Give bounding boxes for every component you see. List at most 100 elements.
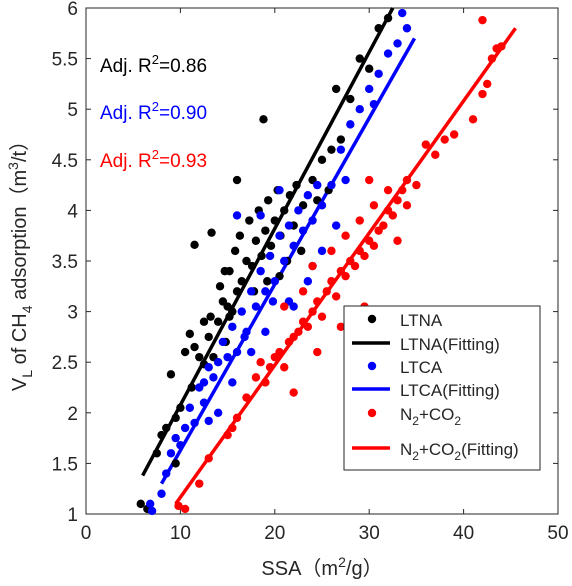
y-axis-label-sub: 4 [19, 305, 35, 313]
data-point-series-2 [242, 393, 251, 402]
r-squared-prefix: Adj. R [100, 56, 152, 77]
data-point-series-0 [251, 236, 261, 245]
r-squared-sup: 2 [152, 147, 159, 162]
y-tick-label: 5.5 [52, 50, 78, 71]
data-point-series-2 [468, 115, 478, 124]
data-point-series-2 [336, 322, 346, 331]
legend-text: (Fitting) [461, 440, 519, 459]
data-point-series-1 [331, 221, 341, 230]
data-point-series-2 [303, 322, 313, 331]
legend-text: LTNA [400, 311, 443, 330]
x-tick-label: 20 [264, 523, 285, 544]
data-point-series-2 [393, 196, 402, 205]
data-point-series-0 [215, 282, 225, 291]
data-point-series-1 [166, 449, 176, 458]
r-squared-value: =0.86 [159, 56, 207, 77]
data-point-series-2 [383, 185, 393, 195]
legend-text: +CO [419, 440, 454, 459]
data-point-series-2 [256, 358, 265, 367]
data-point-series-0 [247, 261, 257, 271]
data-point-series-1 [284, 221, 294, 230]
data-point-series-1 [294, 206, 303, 215]
x-axis-label-end: /g） [346, 557, 383, 580]
data-point-series-1 [256, 266, 265, 276]
data-point-series-0 [297, 246, 306, 256]
legend-fit-label: N2+CO2(Fitting) [400, 440, 519, 463]
data-point-series-1 [171, 433, 180, 443]
data-point-series-0 [336, 135, 346, 144]
data-point-series-2 [327, 246, 336, 256]
data-point-series-2 [308, 307, 317, 316]
data-point-series-0 [292, 180, 301, 190]
data-point-series-1 [313, 180, 322, 190]
data-point-series-1 [298, 226, 308, 235]
data-point-series-2 [355, 216, 364, 225]
data-point-series-0 [327, 145, 336, 154]
data-point-series-0 [245, 216, 254, 225]
data-point-series-2 [261, 378, 270, 387]
data-point-series-2 [265, 363, 275, 372]
legend-label: N2+CO2 [400, 405, 461, 428]
r-squared-value: =0.90 [159, 103, 207, 124]
data-point-series-2 [313, 297, 322, 306]
data-point-series-1 [232, 211, 242, 220]
y-tick-label: 5 [67, 100, 78, 121]
data-point-series-0 [190, 240, 199, 250]
data-point-series-1 [270, 277, 279, 286]
data-point-series-1 [374, 69, 383, 78]
data-point-series-1 [308, 216, 317, 225]
data-point-series-0 [166, 370, 176, 379]
data-point-series-0 [220, 266, 229, 276]
data-point-series-1 [256, 211, 265, 220]
data-point-series-0 [136, 499, 145, 509]
legend-label: LTNA [400, 311, 443, 330]
data-point-series-2 [497, 42, 506, 51]
data-point-series-2 [402, 201, 412, 210]
data-point-series-0 [374, 24, 383, 33]
data-point-series-1 [346, 120, 355, 129]
data-point-series-0 [346, 94, 355, 104]
data-point-series-1 [209, 373, 218, 382]
data-point-series-2 [280, 363, 289, 372]
data-point-series-0 [204, 332, 213, 342]
data-point-series-2 [478, 89, 487, 99]
data-point-series-0 [152, 449, 161, 458]
data-point-series-0 [162, 423, 171, 433]
data-point-series-0 [331, 84, 341, 94]
data-point-series-1 [289, 241, 298, 251]
data-point-series-0 [317, 155, 327, 164]
data-point-series-2 [289, 388, 298, 397]
legend-fit-label: LTCA(Fitting) [400, 381, 500, 400]
r-squared-value: =0.93 [159, 151, 207, 172]
data-point-series-2 [421, 140, 431, 149]
data-point-series-1 [336, 145, 346, 154]
data-point-series-1 [223, 352, 232, 362]
data-point-series-0 [225, 312, 234, 321]
legend-fit-label: LTNA(Fitting) [400, 335, 500, 354]
data-point-series-1 [280, 256, 289, 266]
data-point-series-0 [171, 459, 180, 468]
data-point-series-2 [228, 423, 237, 433]
data-point-series-2 [360, 251, 369, 261]
data-point-series-1 [369, 99, 379, 109]
r-squared-label: Adj. R2=0.86 [100, 52, 207, 77]
data-point-series-1 [398, 8, 407, 18]
y-axis-label: VL of CH4 adsorption（m3/t） [5, 131, 35, 391]
legend-text: LTNA(Fitting) [400, 335, 500, 354]
x-axis-label: SSA（m2/g） [261, 554, 382, 580]
y-tick-label: 1 [67, 505, 78, 526]
y-axis-label-end: /t） [8, 131, 31, 162]
data-point-series-0 [206, 312, 215, 321]
data-point-series-1 [237, 307, 246, 316]
data-point-series-0 [199, 317, 209, 326]
data-point-series-2 [308, 261, 317, 271]
data-point-series-0 [185, 329, 195, 339]
data-point-series-0 [257, 251, 266, 261]
data-point-series-1 [232, 347, 242, 357]
data-point-series-1 [180, 423, 190, 433]
data-point-series-1 [176, 440, 185, 450]
data-point-series-0 [232, 287, 242, 296]
legend-text: N [400, 440, 412, 459]
data-point-series-2 [223, 430, 232, 440]
data-point-series-1 [268, 297, 278, 306]
